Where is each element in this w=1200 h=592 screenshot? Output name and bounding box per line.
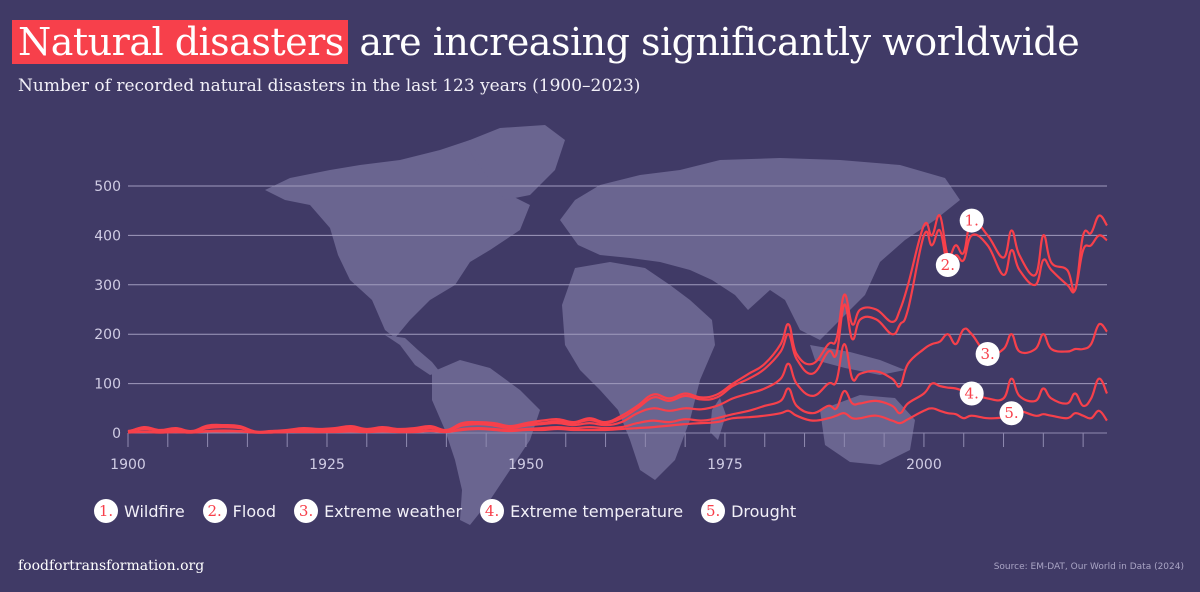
map-australia: [820, 395, 915, 465]
legend-label: Extreme weather: [324, 501, 463, 521]
y-axis: 0 100 200 300 400 500: [94, 179, 121, 442]
map-north-america: [265, 140, 530, 338]
legend-badge: 2.: [202, 499, 227, 523]
legend: 1. Wildfire 2. Flood 3. Extreme weather 4. E…: [94, 499, 814, 523]
y-tick-label: 100: [94, 377, 121, 393]
y-tick-label: 300: [94, 278, 121, 294]
annotation-label: 2.: [941, 256, 955, 274]
title-highlight: Natural disasters: [12, 20, 348, 64]
x-tick-label: 1975: [707, 457, 743, 473]
annotation-badge: [959, 381, 984, 406]
x-tick-label: 1950: [508, 457, 544, 473]
map-africa: [562, 262, 715, 480]
subtitle: Number of recorded natural disasters in …: [18, 76, 641, 96]
x-tick-label: 1900: [110, 457, 146, 473]
annotation-label: 5.: [1004, 404, 1018, 422]
legend-label: Flood: [232, 501, 277, 521]
legend-label: Drought: [731, 501, 797, 521]
legend-item-drought: 5. Drought: [701, 499, 796, 523]
legend-badge: 1.: [94, 499, 118, 523]
annotation-drought: 5.: [999, 401, 1024, 426]
map-indonesia: [810, 345, 905, 375]
source-note: Source: EM-DAT, Our World in Data (2024): [993, 562, 1184, 572]
map-greenland: [465, 125, 565, 200]
annotation-badge: [959, 208, 984, 233]
annotation-label: 3.: [980, 345, 994, 363]
annotation-badge: [999, 401, 1024, 426]
annotation-badge: [935, 253, 960, 278]
legend-item-extreme-temperature: 4. Extreme temperature: [480, 499, 683, 523]
annotation-extreme-weather: 3.: [975, 341, 1000, 366]
legend-label: Wildfire: [124, 501, 185, 521]
site-credit: foodfortransformation.org: [18, 558, 205, 574]
series-annotations: 1. 2. 3. 4. 5.: [935, 208, 1024, 426]
annotation-flood: 2.: [935, 253, 960, 278]
legend-badge: 4.: [480, 499, 505, 523]
world-map-background: [265, 125, 960, 525]
map-eurasia: [560, 158, 960, 340]
legend-item-flood: 2. Flood: [202, 499, 277, 523]
legend-badge: 3.: [294, 499, 319, 523]
y-tick-label: 0: [112, 426, 121, 442]
y-tick-label: 400: [94, 228, 121, 244]
annotation-extreme-temperature: 4.: [959, 381, 984, 406]
series-line-drought: [127, 407, 1108, 434]
annotation-label: 4.: [965, 384, 979, 402]
map-central-america: [385, 335, 440, 375]
y-tick-label: 200: [94, 327, 121, 343]
title-rest: are increasing significantly worldwide: [359, 20, 1080, 64]
legend-badge: 5.: [701, 499, 726, 523]
legend-label: Extreme temperature: [510, 501, 684, 521]
page-title: Natural disasters are increasing signifi…: [12, 20, 1080, 64]
annotation-wildfire: 1.: [959, 208, 984, 233]
x-axis: 1900 1925 1950 1975 2000: [110, 433, 1084, 473]
x-tick-label: 1925: [309, 457, 345, 473]
legend-item-extreme-weather: 3. Extreme weather: [294, 499, 462, 523]
annotation-label: 1.: [965, 212, 979, 230]
annotation-badge: [975, 341, 1000, 366]
legend-item-wildfire: 1. Wildfire: [94, 499, 185, 523]
x-tick-label: 2000: [906, 457, 942, 473]
y-tick-label: 500: [94, 179, 121, 195]
